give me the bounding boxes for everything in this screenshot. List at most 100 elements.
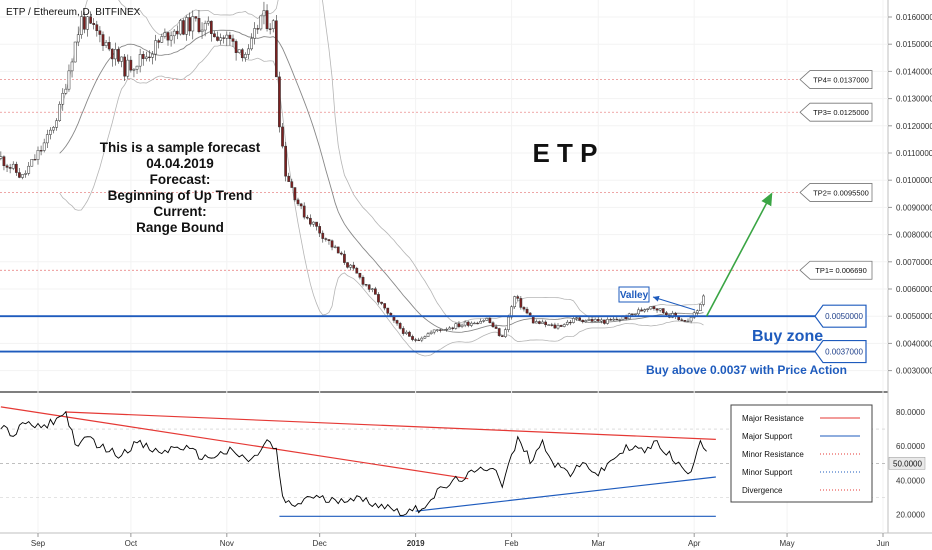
candle-body	[630, 313, 634, 315]
candle-body	[562, 324, 566, 327]
candle-body	[107, 42, 111, 50]
candle-body	[609, 319, 612, 321]
candle-body	[699, 304, 702, 311]
price-tick-label: 0.0160000	[896, 13, 932, 22]
candle-body	[572, 318, 575, 323]
candle-body	[312, 221, 315, 225]
candle-body	[151, 53, 154, 58]
candle-body	[476, 322, 479, 325]
candle-body	[42, 142, 46, 151]
candle-body	[333, 246, 337, 248]
candle-body	[507, 316, 510, 330]
candle-body	[5, 165, 9, 168]
candle-body	[482, 320, 486, 322]
candle-body	[144, 56, 148, 59]
target-level-value: TP3= 0.0125000	[813, 108, 869, 117]
candle-body	[414, 339, 417, 341]
candle-body	[423, 336, 427, 339]
candle-body	[256, 28, 260, 30]
oscillator-series-line	[0, 410, 707, 516]
candle-body	[429, 331, 433, 334]
valley-box	[618, 286, 650, 303]
candle-body	[117, 49, 120, 62]
candle-body	[420, 337, 424, 341]
valley-label: Valley	[620, 290, 649, 301]
price-axis: 0.0160000 0.0150000 0.0140000 0.0130000 0.01…	[888, 13, 932, 376]
candle-body	[61, 93, 65, 105]
candle-body	[590, 319, 594, 322]
candle-body	[318, 226, 322, 234]
candle-body	[541, 321, 544, 324]
candle-body	[398, 323, 402, 329]
last-value-text: 50.0000	[893, 459, 922, 468]
price-tick-label: 0.0040000	[896, 339, 932, 348]
candle-body	[451, 327, 455, 329]
candle-body	[575, 317, 578, 319]
candle-body	[584, 320, 588, 323]
candle-body	[448, 327, 452, 330]
candle-body	[278, 76, 281, 128]
candle-body	[491, 322, 495, 328]
candle-body	[634, 313, 637, 315]
candle-body	[110, 48, 114, 60]
callout-box	[814, 339, 867, 364]
chart-symbol-title: ETP / Ethereum, D, BITFINEX	[6, 7, 141, 18]
candle-body	[219, 37, 222, 41]
candle-body	[664, 312, 668, 316]
candle-body	[463, 321, 467, 326]
candle-body	[222, 37, 226, 39]
candle-body	[27, 165, 31, 174]
candle-body	[132, 68, 136, 71]
candlesticks	[0, 1, 705, 343]
candle-body	[569, 321, 572, 324]
candle-body	[702, 295, 705, 305]
candle-body	[299, 203, 303, 207]
candle-body	[203, 22, 207, 31]
candle-body	[401, 328, 405, 334]
candle-body	[92, 23, 96, 25]
buy-zone-value-callout: 0.0037000	[814, 339, 867, 364]
candle-body	[206, 20, 210, 24]
sample-line-4: Beginning of Up Trend	[108, 188, 253, 203]
candle-body	[95, 24, 99, 32]
valley-arrow	[652, 295, 696, 311]
candle-body	[411, 336, 414, 340]
candle-body	[417, 339, 421, 342]
candle-body	[200, 29, 204, 33]
candle-body	[73, 41, 77, 63]
candle-body	[259, 15, 263, 30]
callout-box	[799, 70, 873, 89]
candle-body	[339, 252, 343, 255]
candle-body	[525, 308, 529, 314]
candle-body	[578, 317, 582, 321]
time-tick-label: Nov	[220, 539, 234, 548]
candle-body	[172, 30, 176, 37]
bollinger-lower	[59, 44, 704, 357]
candle-body	[432, 329, 436, 333]
candle-body	[324, 238, 328, 240]
target-level-value: TP4= 0.0137000	[813, 76, 869, 85]
candle-body	[101, 34, 105, 46]
candle-body	[89, 16, 92, 24]
price-tick-label: 0.0050000	[896, 312, 932, 321]
candle-body	[516, 296, 520, 299]
candle-body	[157, 40, 161, 43]
candle-body	[343, 253, 346, 263]
candle-body	[179, 20, 182, 35]
candle-body	[556, 325, 560, 329]
time-tick-label: Mar	[591, 539, 605, 548]
buy-zone-value: 0.0037000	[825, 348, 863, 357]
candle-body	[70, 61, 74, 72]
candle-body	[129, 59, 133, 71]
last-value-tag	[888, 457, 926, 470]
candle-body	[45, 134, 49, 144]
candle-body	[284, 145, 287, 177]
candle-body	[305, 216, 309, 219]
candle-body	[581, 319, 585, 323]
candle-body	[689, 317, 693, 322]
candle-body	[544, 321, 547, 326]
buy-above-label: Buy above 0.0037 with Price Action	[646, 363, 847, 377]
candle-body	[135, 65, 139, 70]
oscillator-trendline	[65, 411, 716, 440]
sample-line-1: This is a sample forecast	[100, 140, 261, 155]
